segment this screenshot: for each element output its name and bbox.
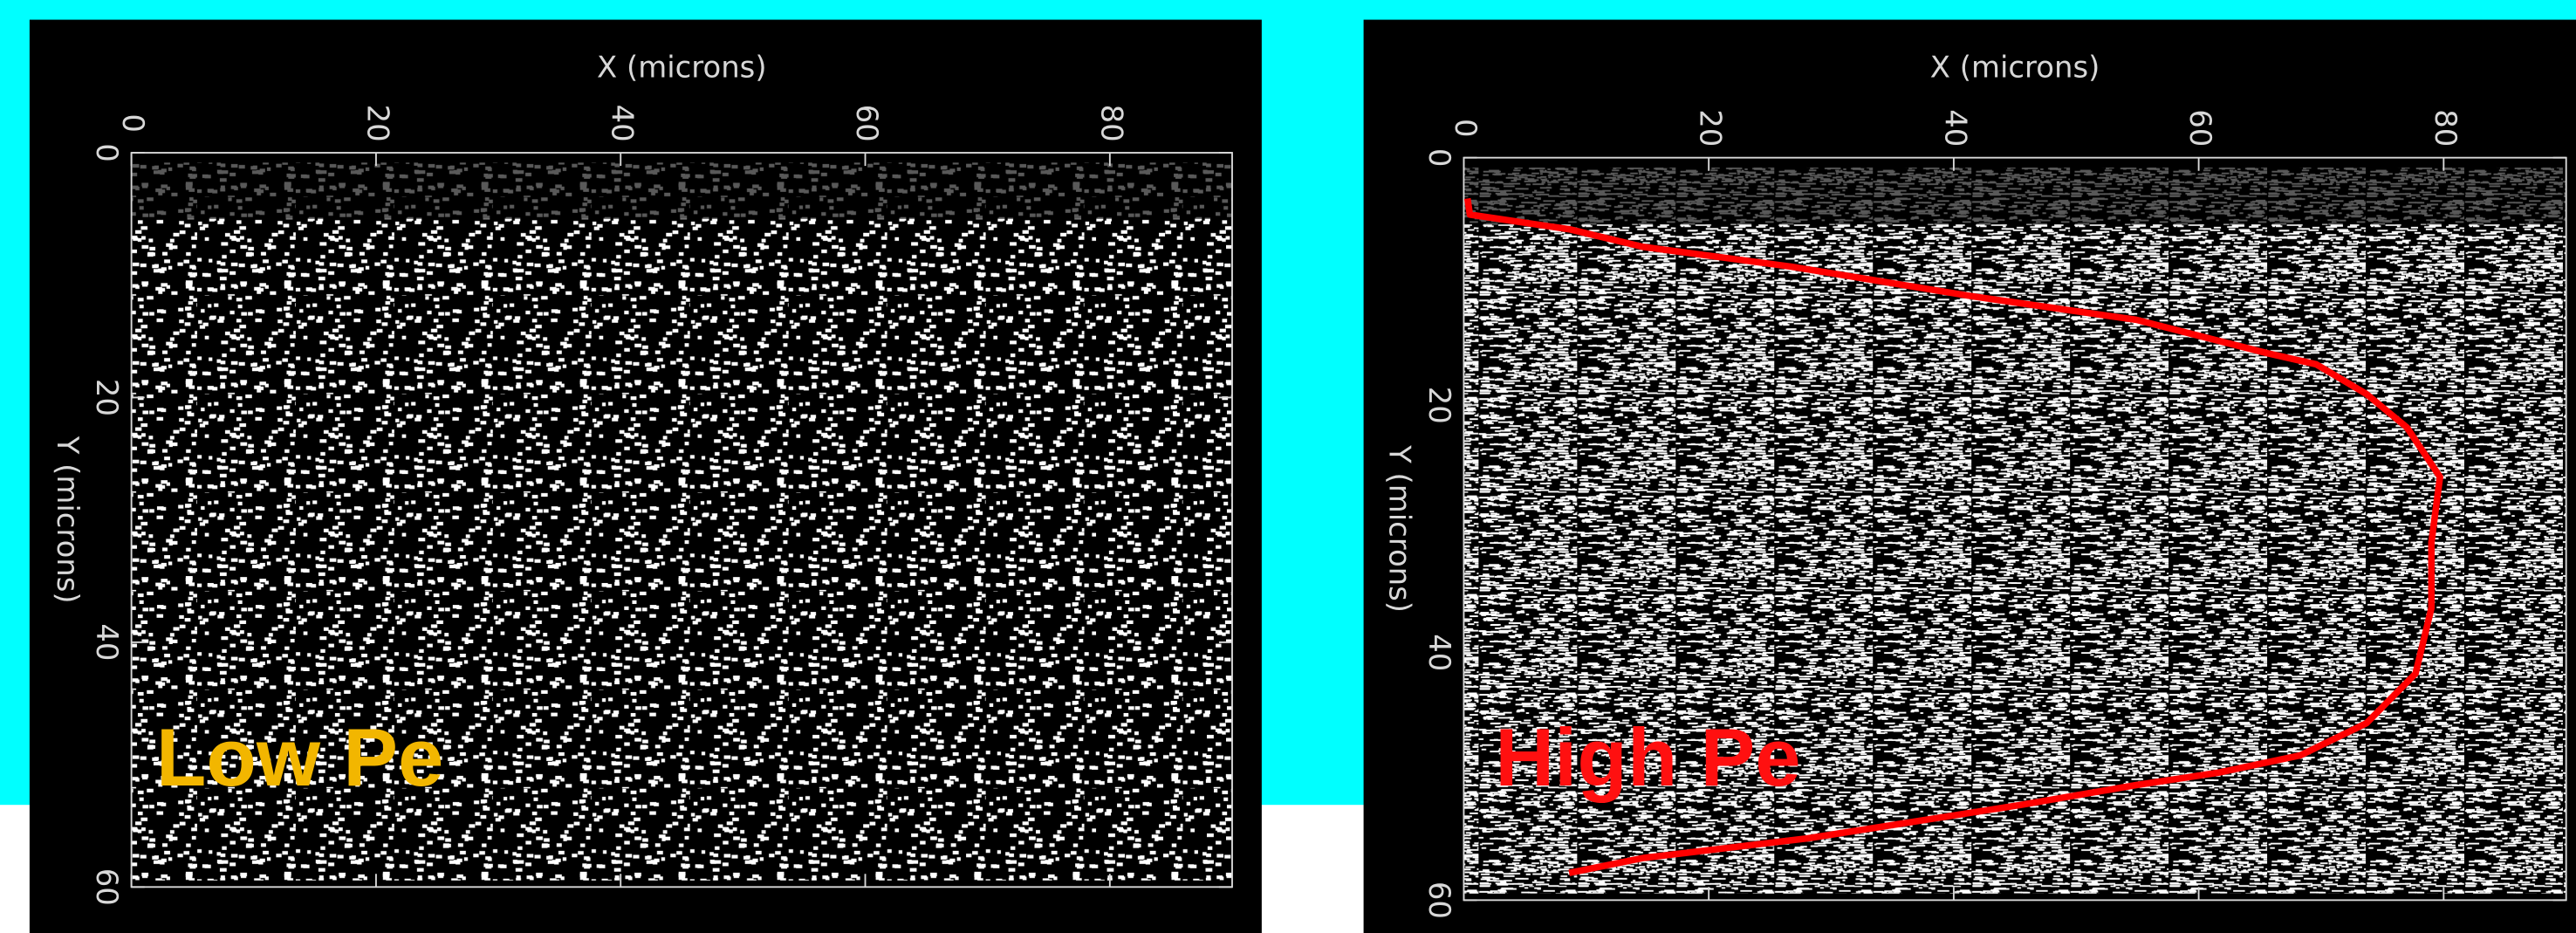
x-axis-label: X (microns)	[1930, 51, 2100, 85]
figure: X (microns) Y (microns) 0 20 40 60 80 0 20 40 60 Lo…	[0, 0, 2576, 933]
x-tick-label: 20	[1694, 109, 1728, 147]
y-tick-label: 20	[1422, 387, 1456, 424]
particle-texture	[132, 162, 1232, 218]
y-tick-label: 0	[1422, 148, 1456, 168]
page: {"chart_data": [ {"type": "scatter", "x_…	[0, 0, 2576, 933]
x-tick-label: 0	[1449, 119, 1483, 138]
x-tick-label: 40	[606, 105, 640, 142]
x-tick-label: 80	[2429, 109, 2463, 147]
x-tick-label: 60	[850, 105, 884, 142]
y-tick-label: 60	[90, 868, 124, 906]
x-tick-label: 80	[1094, 105, 1128, 142]
x-tick-label: 0	[116, 113, 150, 133]
annotation: High Pe	[1495, 711, 1800, 803]
y-tick-label: 0	[90, 143, 124, 162]
x-axis-label: X (microns)	[597, 51, 767, 85]
y-axis-label: Y (microns)	[1383, 444, 1417, 613]
y-tick-label: 40	[1422, 634, 1456, 671]
y-tick-label: 60	[1422, 882, 1456, 919]
particle-texture	[1463, 168, 2566, 224]
x-tick-label: 60	[2183, 109, 2217, 147]
y-tick-label: 20	[90, 379, 124, 416]
y-axis-label: Y (microns)	[51, 436, 85, 604]
x-tick-label: 40	[1938, 109, 1972, 147]
annotation: Low Pe	[156, 711, 443, 803]
y-tick-label: 40	[90, 623, 124, 661]
x-tick-label: 20	[360, 105, 394, 142]
